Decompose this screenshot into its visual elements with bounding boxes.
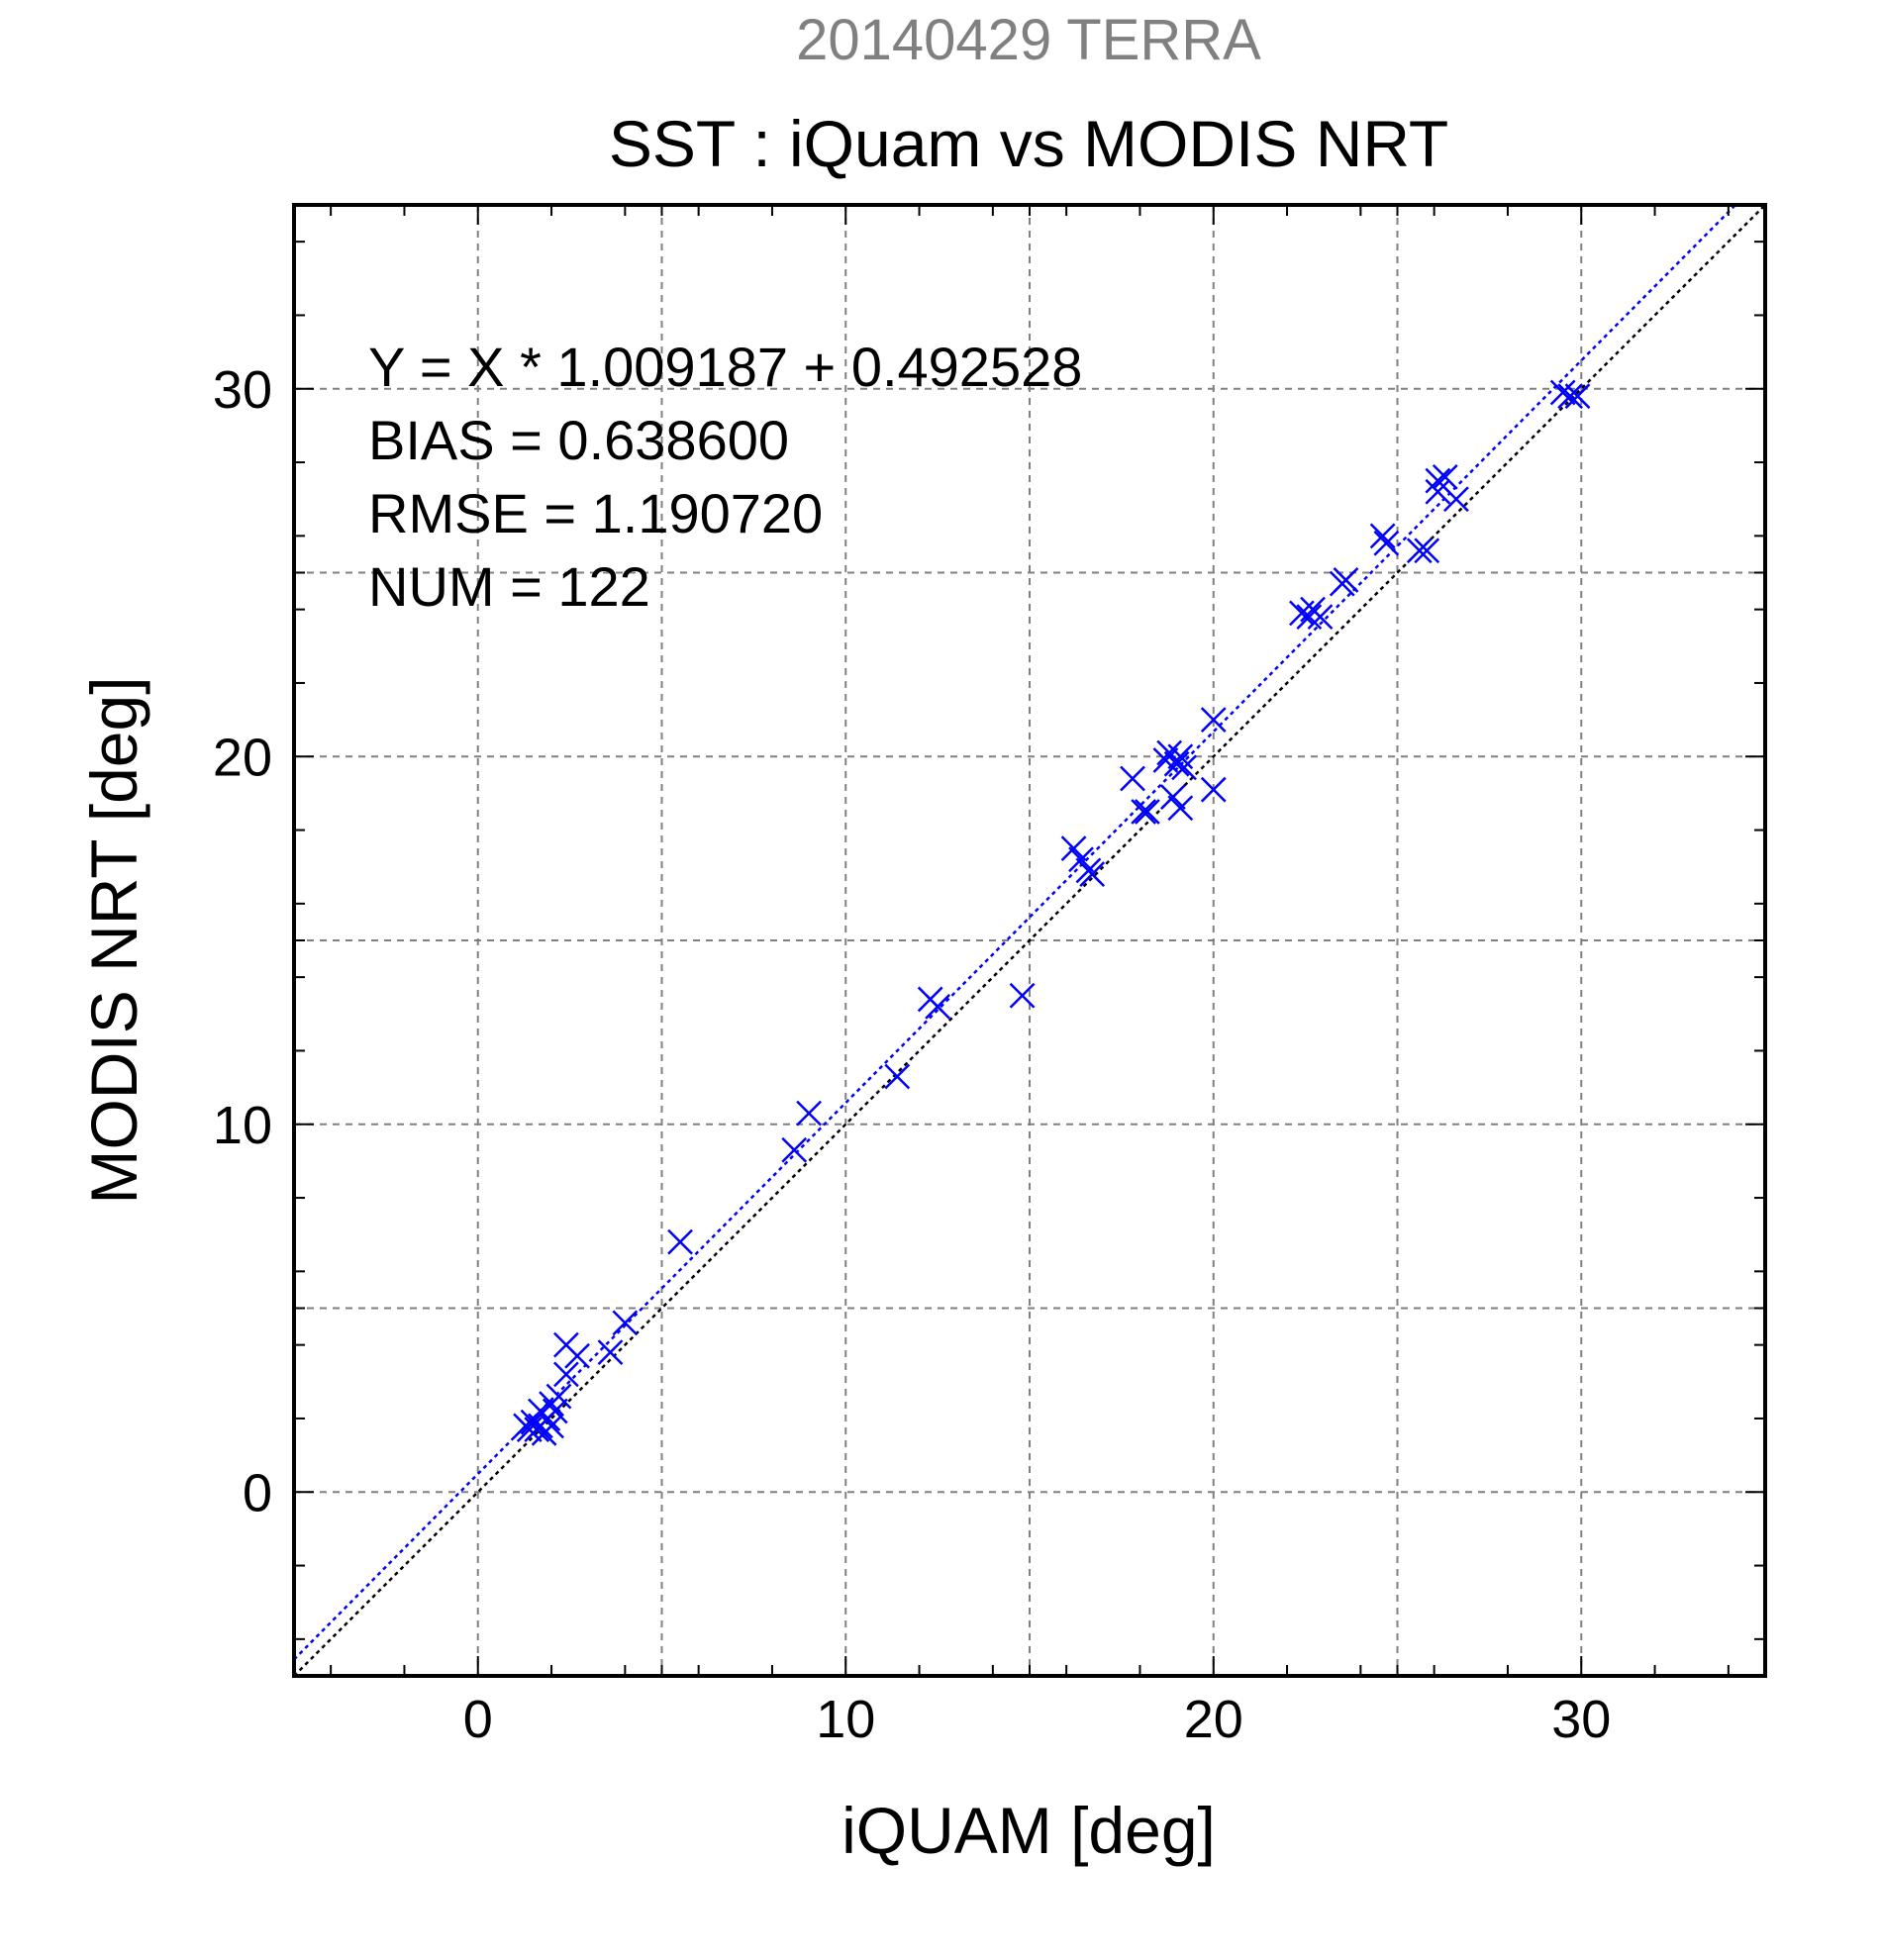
data-point bbox=[1333, 567, 1359, 593]
data-point bbox=[1009, 982, 1036, 1009]
y-tick-label: 10 bbox=[213, 1096, 272, 1155]
plot-frame bbox=[292, 203, 1767, 1678]
data-point bbox=[1296, 604, 1323, 630]
data-point bbox=[597, 1339, 624, 1365]
identity-line bbox=[294, 205, 1765, 1676]
data-point bbox=[884, 1063, 911, 1090]
data-point bbox=[1163, 750, 1190, 777]
x-tick-label: 0 bbox=[463, 1690, 493, 1749]
data-point bbox=[667, 1228, 693, 1255]
data-point bbox=[1414, 538, 1440, 564]
data-point bbox=[1167, 795, 1194, 822]
data-point bbox=[564, 1342, 590, 1369]
data-point bbox=[1134, 799, 1160, 825]
x-tick-label: 20 bbox=[1184, 1690, 1243, 1749]
stats-line: RMSE = 1.190720 bbox=[368, 482, 823, 544]
reference-lines bbox=[294, 205, 1765, 1676]
data-point bbox=[1369, 523, 1396, 549]
data-point bbox=[1557, 383, 1583, 410]
data-point bbox=[1160, 784, 1186, 810]
data-point bbox=[1200, 707, 1227, 733]
data-point bbox=[925, 993, 951, 1020]
stats-line: NUM = 122 bbox=[368, 555, 650, 618]
chart-supertitle: 20140429 TERRA bbox=[796, 8, 1261, 72]
data-point bbox=[1068, 846, 1094, 873]
data-point bbox=[1443, 486, 1469, 513]
x-axis-label: iQUAM [deg] bbox=[842, 1794, 1216, 1867]
data-point bbox=[545, 1383, 572, 1410]
y-tick-label: 30 bbox=[213, 360, 272, 420]
data-point bbox=[1200, 776, 1227, 803]
data-point bbox=[781, 1136, 808, 1163]
data-point bbox=[553, 1361, 579, 1388]
data-point bbox=[1060, 835, 1087, 862]
data-point bbox=[539, 1413, 564, 1439]
data-point bbox=[1171, 754, 1197, 781]
stats-line: BIAS = 0.638600 bbox=[368, 409, 789, 471]
data-point bbox=[1549, 379, 1576, 406]
data-point bbox=[612, 1310, 639, 1336]
data-point bbox=[1432, 464, 1458, 490]
data-point bbox=[1307, 604, 1334, 630]
y-tick-label: 0 bbox=[243, 1463, 272, 1522]
chart-title: SST : iQuam vs MODIS NRT bbox=[609, 107, 1448, 180]
data-point bbox=[796, 1100, 822, 1127]
data-points bbox=[513, 379, 1591, 1446]
data-point bbox=[1131, 799, 1157, 825]
data-point bbox=[1079, 861, 1106, 888]
stats-annotation: Y = X * 1.009187 + 0.492528 BIAS = 0.6386… bbox=[368, 336, 1082, 618]
data-point bbox=[1425, 478, 1451, 505]
data-point bbox=[1406, 538, 1433, 564]
data-point bbox=[1564, 383, 1591, 410]
grid bbox=[294, 205, 1765, 1676]
data-point bbox=[1120, 765, 1145, 792]
stats-line: Y = X * 1.009187 + 0.492528 bbox=[368, 336, 1082, 398]
data-point bbox=[542, 1398, 568, 1424]
x-tick-label: 10 bbox=[816, 1690, 875, 1749]
y-tick-label: 20 bbox=[213, 728, 272, 787]
x-tick-label: 30 bbox=[1551, 1690, 1611, 1749]
y-axis-label: MODIS NRT [deg] bbox=[77, 676, 150, 1204]
data-point bbox=[1373, 530, 1400, 556]
